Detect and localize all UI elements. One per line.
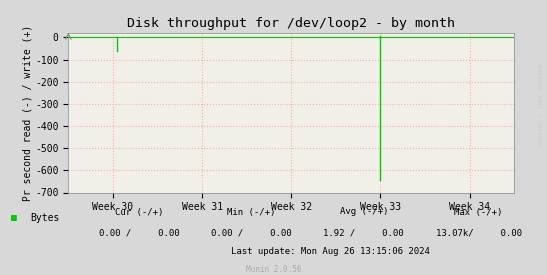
Text: 1.92 /     0.00: 1.92 / 0.00 (323, 228, 404, 237)
Y-axis label: Pr second read (-) / write (+): Pr second read (-) / write (+) (22, 25, 32, 201)
Text: 0.00 /     0.00: 0.00 / 0.00 (211, 228, 292, 237)
Text: Cur (-/+): Cur (-/+) (115, 208, 164, 216)
Text: Avg (-/+): Avg (-/+) (340, 208, 388, 216)
Text: RRDTOOL / TOBI OETIKER: RRDTOOL / TOBI OETIKER (538, 63, 543, 146)
Text: Min (-/+): Min (-/+) (228, 208, 276, 216)
Text: 0.00 /     0.00: 0.00 / 0.00 (99, 228, 180, 237)
Text: Munin 2.0.56: Munin 2.0.56 (246, 265, 301, 274)
Text: Max (-/+): Max (-/+) (455, 208, 503, 216)
Text: ■: ■ (11, 213, 17, 223)
Text: Bytes: Bytes (30, 213, 60, 223)
Text: 13.07k/     0.00: 13.07k/ 0.00 (435, 228, 522, 237)
Title: Disk throughput for /dev/loop2 - by month: Disk throughput for /dev/loop2 - by mont… (127, 17, 455, 31)
Text: Last update: Mon Aug 26 13:15:06 2024: Last update: Mon Aug 26 13:15:06 2024 (231, 248, 430, 256)
